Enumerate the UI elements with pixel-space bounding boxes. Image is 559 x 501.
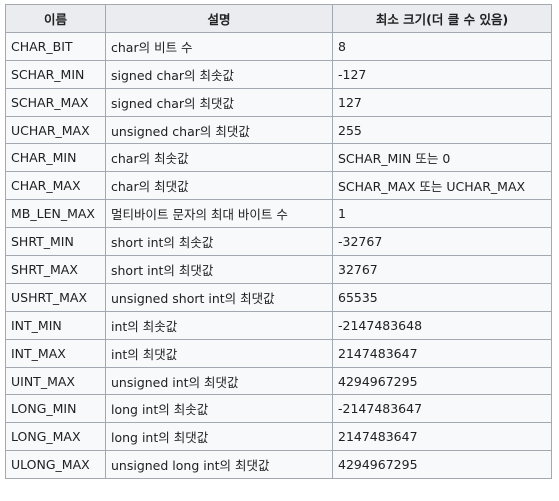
table-row: LONG_MAX long int의 최댓값 2147483647	[5, 422, 552, 452]
cell-name: UINT_MAX	[5, 366, 106, 396]
cell-min-size: -32767	[332, 227, 552, 257]
cell-name: SHRT_MAX	[5, 255, 106, 284]
cell-description: int의 최댓값	[105, 338, 333, 368]
cell-description: long int의 최솟값	[105, 394, 333, 424]
header-row: 이름 설명 최소 크기(더 클 수 있음)	[5, 4, 552, 33]
cell-name: SCHAR_MAX	[5, 87, 106, 117]
cell-name: UCHAR_MAX	[5, 115, 106, 145]
table-row: SCHAR_MIN signed char의 최솟값 -127	[5, 59, 552, 89]
cell-description: char의 비트 수	[105, 31, 333, 61]
cell-description: char의 최솟값	[105, 143, 333, 173]
cell-min-size: 8	[332, 31, 552, 61]
cell-name: SCHAR_MIN	[5, 59, 106, 89]
cell-description: unsigned int의 최댓값	[105, 366, 333, 396]
cell-description: 멀티바이트 문자의 최대 바이트 수	[105, 199, 333, 229]
cell-name: INT_MIN	[5, 310, 106, 340]
cell-min-size: 2147483647	[332, 422, 552, 452]
table-row: SHRT_MAX short int의 최댓값 32767	[5, 255, 552, 284]
cell-name: LONG_MAX	[5, 422, 106, 452]
table-row: SCHAR_MAX signed char의 최댓값 127	[5, 87, 552, 117]
table-row: CHAR_MIN char의 최솟값 SCHAR_MIN 또는 0	[5, 143, 552, 173]
cell-description: unsigned short int의 최댓값	[105, 282, 333, 312]
table-row: ULONG_MAX unsigned long int의 최댓값 429496729…	[5, 450, 552, 480]
cell-min-size: 2147483647	[332, 338, 552, 368]
table-row: INT_MAX int의 최댓값 2147483647	[5, 338, 552, 368]
column-header-name: 이름	[5, 4, 106, 33]
cell-description: signed char의 최솟값	[105, 59, 333, 89]
table-row: SHRT_MIN short int의 최솟값 -32767	[5, 227, 552, 257]
cell-min-size: 32767	[332, 255, 552, 284]
limits-table: 이름 설명 최소 크기(더 클 수 있음) CHAR_BIT char의 비트 수…	[5, 4, 552, 480]
cell-min-size: 4294967295	[332, 450, 552, 480]
cell-description: int의 최솟값	[105, 310, 333, 340]
cell-min-size: SCHAR_MAX 또는 UCHAR_MAX	[332, 171, 552, 201]
cell-name: LONG_MIN	[5, 394, 106, 424]
cell-min-size: -2147483647	[332, 394, 552, 424]
cell-name: MB_LEN_MAX	[5, 199, 106, 229]
cell-name: CHAR_MAX	[5, 171, 106, 201]
table-row: UINT_MAX unsigned int의 최댓값 4294967295	[5, 366, 552, 396]
cell-description: unsigned long int의 최댓값	[105, 450, 333, 480]
cell-min-size: -2147483648	[332, 310, 552, 340]
cell-name: INT_MAX	[5, 338, 106, 368]
cell-min-size: 255	[332, 115, 552, 145]
cell-min-size: 1	[332, 199, 552, 229]
cell-min-size: 127	[332, 87, 552, 117]
table-row: USHRT_MAX unsigned short int의 최댓값 65535	[5, 282, 552, 312]
cell-description: signed char의 최댓값	[105, 87, 333, 117]
table-row: CHAR_MAX char의 최댓값 SCHAR_MAX 또는 UCHAR_MAX	[5, 171, 552, 201]
table-row: INT_MIN int의 최솟값 -2147483648	[5, 310, 552, 340]
cell-name: USHRT_MAX	[5, 282, 106, 312]
cell-min-size: 65535	[332, 282, 552, 312]
table-body: CHAR_BIT char의 비트 수 8 SCHAR_MIN signed char의…	[5, 31, 552, 480]
cell-min-size: SCHAR_MIN 또는 0	[332, 143, 552, 173]
column-header-min-size: 최소 크기(더 클 수 있음)	[332, 4, 552, 33]
table-row: UCHAR_MAX unsigned char의 최댓값 255	[5, 115, 552, 145]
cell-min-size: 4294967295	[332, 366, 552, 396]
cell-min-size: -127	[332, 59, 552, 89]
column-header-description: 설명	[105, 4, 333, 33]
table-container: 이름 설명 최소 크기(더 클 수 있음) CHAR_BIT char의 비트 수…	[5, 4, 552, 480]
table-row: LONG_MIN long int의 최솟값 -2147483647	[5, 394, 552, 424]
cell-description: short int의 최솟값	[105, 227, 333, 257]
cell-name: CHAR_MIN	[5, 143, 106, 173]
cell-description: long int의 최댓값	[105, 422, 333, 452]
cell-name: CHAR_BIT	[5, 31, 106, 61]
cell-name: SHRT_MIN	[5, 227, 106, 257]
cell-description: unsigned char의 최댓값	[105, 115, 333, 145]
cell-name: ULONG_MAX	[5, 450, 106, 480]
cell-description: char의 최댓값	[105, 171, 333, 201]
cell-description: short int의 최댓값	[105, 255, 333, 284]
